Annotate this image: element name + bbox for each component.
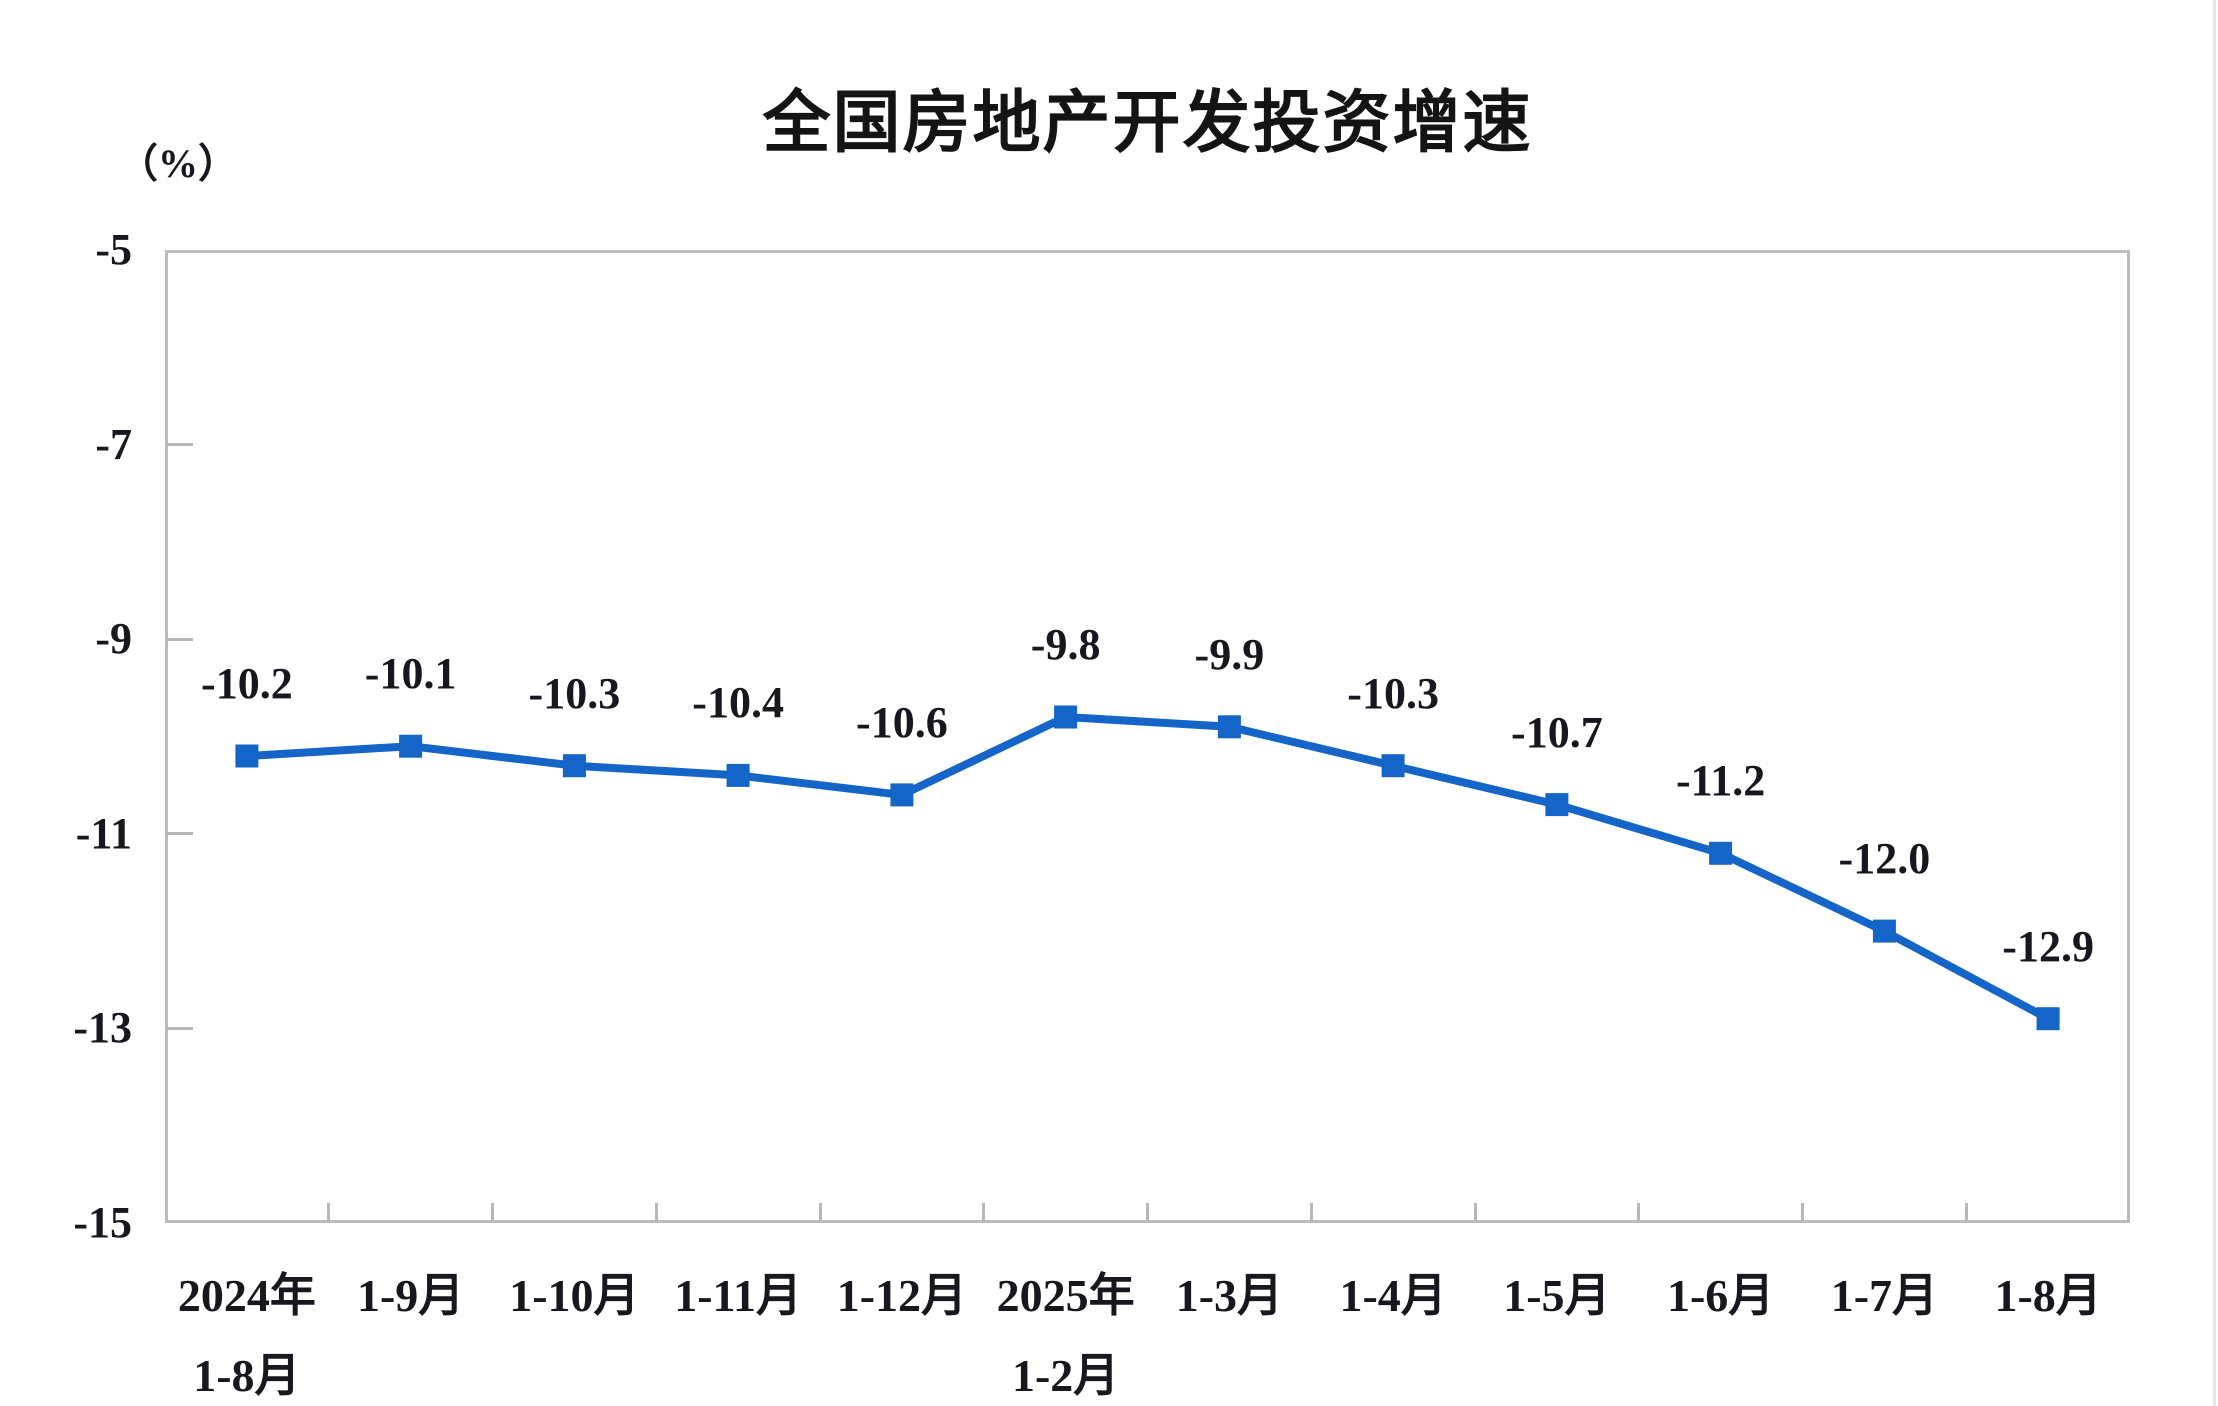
data-point-label: -11.2	[1676, 756, 1766, 806]
data-point-label: -9.8	[1030, 620, 1101, 670]
x-tick-label-line: 2024年	[177, 1270, 316, 1321]
x-axis-tick	[1801, 1203, 1804, 1223]
data-point-label: -10.2	[201, 658, 293, 708]
x-axis-tick	[1964, 1203, 1968, 1223]
x-tick-label: 1-3月	[1176, 1272, 1283, 1320]
x-tick-label: 1-6月	[1667, 1272, 1774, 1320]
x-tick-label: 1-4月	[1339, 1272, 1446, 1320]
y-axis-tick	[165, 637, 193, 641]
data-point-label: -10.1	[364, 649, 457, 699]
x-tick-label: 1-11月	[674, 1272, 802, 1320]
x-axis-tick	[1637, 1203, 1641, 1223]
x-tick-label: 1-7月	[1831, 1272, 1938, 1320]
x-tick-label-line: 1-3月	[1175, 1270, 1284, 1321]
chart-title: 全国房地产开发投资增速	[762, 85, 1533, 161]
data-point-label: -12.9	[2002, 921, 2094, 971]
y-axis-tick	[165, 832, 193, 836]
x-tick-label: 1-12月	[837, 1272, 967, 1320]
x-axis-tick	[1473, 1203, 1477, 1223]
y-tick-label: -9	[95, 614, 132, 664]
x-tick-label-line: 1-8月	[1994, 1270, 2102, 1321]
x-axis-tick	[491, 1203, 494, 1223]
x-tick-label: 2024年 1-8月	[178, 1272, 316, 1400]
x-tick-label-line: 1-4月	[1339, 1270, 1447, 1321]
x-tick-label: 1-9月	[357, 1272, 464, 1320]
y-tick-label: -11	[75, 808, 132, 858]
x-tick-label: 1-10月	[509, 1272, 639, 1320]
y-tick-label: -13	[73, 1003, 132, 1053]
x-tick-label-line: 1-8月	[193, 1350, 301, 1401]
y-tick-label: -15	[73, 1198, 132, 1247]
x-axis-tick	[818, 1203, 822, 1223]
x-tick-label: 1-5月	[1503, 1272, 1610, 1320]
x-axis-tick	[327, 1203, 331, 1223]
x-tick-label-line: 1-7月	[1830, 1270, 1939, 1321]
y-axis-tick	[165, 1026, 193, 1030]
x-tick-label-line: 1-11月	[674, 1270, 803, 1321]
x-tick-label: 1-8月	[1994, 1272, 2101, 1320]
x-tick-label-line: 2025年	[996, 1270, 1135, 1321]
data-point-label: -12.0	[1838, 834, 1931, 884]
x-tick-label-line: 1-9月	[356, 1270, 465, 1321]
data-point-label: -10.3	[528, 668, 621, 718]
x-tick-label: 2025年 1-2月	[997, 1272, 1135, 1400]
data-point-label: -10.4	[692, 678, 784, 728]
y-axis-unit-label: （%）	[118, 141, 238, 186]
data-point-label: -9.9	[1194, 629, 1265, 679]
x-tick-label-line: 1-12月	[836, 1270, 968, 1321]
plot-area	[165, 250, 2130, 1223]
x-axis-tick	[982, 1203, 986, 1223]
x-axis-tick	[654, 1203, 658, 1223]
page-right-border	[2213, 0, 2216, 1406]
x-tick-label-line: 1-5月	[1503, 1270, 1611, 1321]
x-tick-label-line: 1-2月	[1011, 1350, 1120, 1401]
x-axis-tick	[1309, 1203, 1313, 1223]
data-point-label: -10.7	[1511, 707, 1603, 757]
y-tick-label: -7	[95, 419, 132, 469]
y-tick-label: -5	[95, 225, 132, 274]
x-tick-label-line: 1-6月	[1666, 1270, 1775, 1321]
y-axis-tick	[165, 443, 193, 447]
data-point-label: -10.3	[1347, 668, 1439, 718]
data-point-label: -10.6	[856, 697, 948, 747]
x-axis-tick	[1146, 1203, 1149, 1223]
x-tick-label-line: 1-10月	[509, 1270, 640, 1321]
